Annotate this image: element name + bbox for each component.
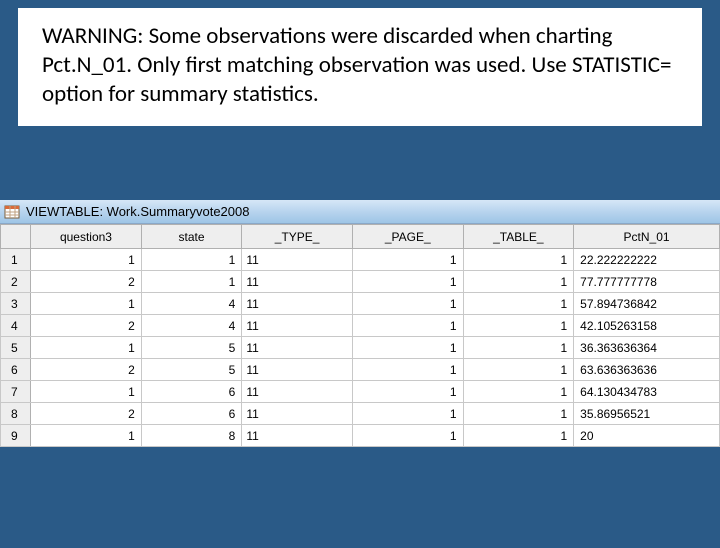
cell-pctn01[interactable]: 57.894736842 [574,293,720,315]
cell-state[interactable]: 8 [141,425,242,447]
row-number[interactable]: 9 [1,425,31,447]
col-header-type[interactable]: _TYPE_ [242,225,353,249]
col-header-question3[interactable]: question3 [31,225,142,249]
cell-table[interactable]: 1 [463,271,574,293]
cell-pctn01[interactable]: 77.777777778 [574,271,720,293]
cell-state[interactable]: 5 [141,337,242,359]
table-row[interactable]: 625111163.636363636 [1,359,720,381]
row-number[interactable]: 7 [1,381,31,403]
col-header-pctn01[interactable]: PctN_01 [574,225,720,249]
cell-page[interactable]: 1 [352,337,463,359]
cell-type[interactable]: 11 [242,381,353,403]
cell-type[interactable]: 11 [242,425,353,447]
cell-page[interactable]: 1 [352,271,463,293]
cell-state[interactable]: 6 [141,403,242,425]
col-header-state[interactable]: state [141,225,242,249]
cell-table[interactable]: 1 [463,381,574,403]
table-row[interactable]: 918111120 [1,425,720,447]
cell-type[interactable]: 11 [242,403,353,425]
row-number[interactable]: 8 [1,403,31,425]
row-number[interactable]: 5 [1,337,31,359]
cell-type[interactable]: 11 [242,337,353,359]
cell-page[interactable]: 1 [352,359,463,381]
corner-cell[interactable] [1,225,31,249]
cell-question3[interactable]: 1 [31,293,142,315]
table-row[interactable]: 515111136.363636364 [1,337,720,359]
cell-pctn01[interactable]: 64.130434783 [574,381,720,403]
cell-question3[interactable]: 1 [31,381,142,403]
cell-table[interactable]: 1 [463,403,574,425]
cell-question3[interactable]: 2 [31,403,142,425]
cell-question3[interactable]: 2 [31,315,142,337]
cell-type[interactable]: 11 [242,293,353,315]
table-row[interactable]: 314111157.894736842 [1,293,720,315]
warning-message: WARNING: Some observations were discarde… [18,8,702,126]
cell-pctn01[interactable]: 20 [574,425,720,447]
table-row[interactable]: 826111135.86956521 [1,403,720,425]
cell-pctn01[interactable]: 63.636363636 [574,359,720,381]
cell-page[interactable]: 1 [352,403,463,425]
cell-table[interactable]: 1 [463,359,574,381]
window-title: VIEWTABLE: Work.Summaryvote2008 [26,204,249,219]
data-table: question3 state _TYPE_ _PAGE_ _TABLE_ Pc… [0,224,720,447]
cell-state[interactable]: 1 [141,271,242,293]
cell-pctn01[interactable]: 42.105263158 [574,315,720,337]
cell-page[interactable]: 1 [352,425,463,447]
cell-pctn01[interactable]: 22.222222222 [574,249,720,271]
col-header-table[interactable]: _TABLE_ [463,225,574,249]
cell-question3[interactable]: 2 [31,359,142,381]
cell-type[interactable]: 11 [242,359,353,381]
table-row[interactable]: 221111177.777777778 [1,271,720,293]
viewtable-window: VIEWTABLE: Work.Summaryvote2008 question… [0,200,720,447]
row-number[interactable]: 4 [1,315,31,337]
table-row[interactable]: 424111142.105263158 [1,315,720,337]
cell-state[interactable]: 4 [141,293,242,315]
cell-type[interactable]: 11 [242,315,353,337]
cell-table[interactable]: 1 [463,315,574,337]
cell-table[interactable]: 1 [463,293,574,315]
cell-pctn01[interactable]: 36.363636364 [574,337,720,359]
cell-type[interactable]: 11 [242,271,353,293]
cell-table[interactable]: 1 [463,249,574,271]
cell-table[interactable]: 1 [463,425,574,447]
cell-type[interactable]: 11 [242,249,353,271]
window-title-bar[interactable]: VIEWTABLE: Work.Summaryvote2008 [0,200,720,224]
cell-page[interactable]: 1 [352,293,463,315]
header-row: question3 state _TYPE_ _PAGE_ _TABLE_ Pc… [1,225,720,249]
cell-state[interactable]: 4 [141,315,242,337]
table-icon [4,204,20,220]
cell-pctn01[interactable]: 35.86956521 [574,403,720,425]
cell-state[interactable]: 6 [141,381,242,403]
cell-state[interactable]: 5 [141,359,242,381]
table-row[interactable]: 716111164.130434783 [1,381,720,403]
row-number[interactable]: 1 [1,249,31,271]
cell-question3[interactable]: 1 [31,425,142,447]
row-number[interactable]: 3 [1,293,31,315]
cell-question3[interactable]: 2 [31,271,142,293]
cell-table[interactable]: 1 [463,337,574,359]
cell-question3[interactable]: 1 [31,337,142,359]
col-header-page[interactable]: _PAGE_ [352,225,463,249]
row-number[interactable]: 2 [1,271,31,293]
cell-page[interactable]: 1 [352,381,463,403]
cell-state[interactable]: 1 [141,249,242,271]
cell-page[interactable]: 1 [352,249,463,271]
warning-text: WARNING: Some observations were discarde… [42,22,671,108]
row-number[interactable]: 6 [1,359,31,381]
cell-question3[interactable]: 1 [31,249,142,271]
table-row[interactable]: 111111122.222222222 [1,249,720,271]
cell-page[interactable]: 1 [352,315,463,337]
